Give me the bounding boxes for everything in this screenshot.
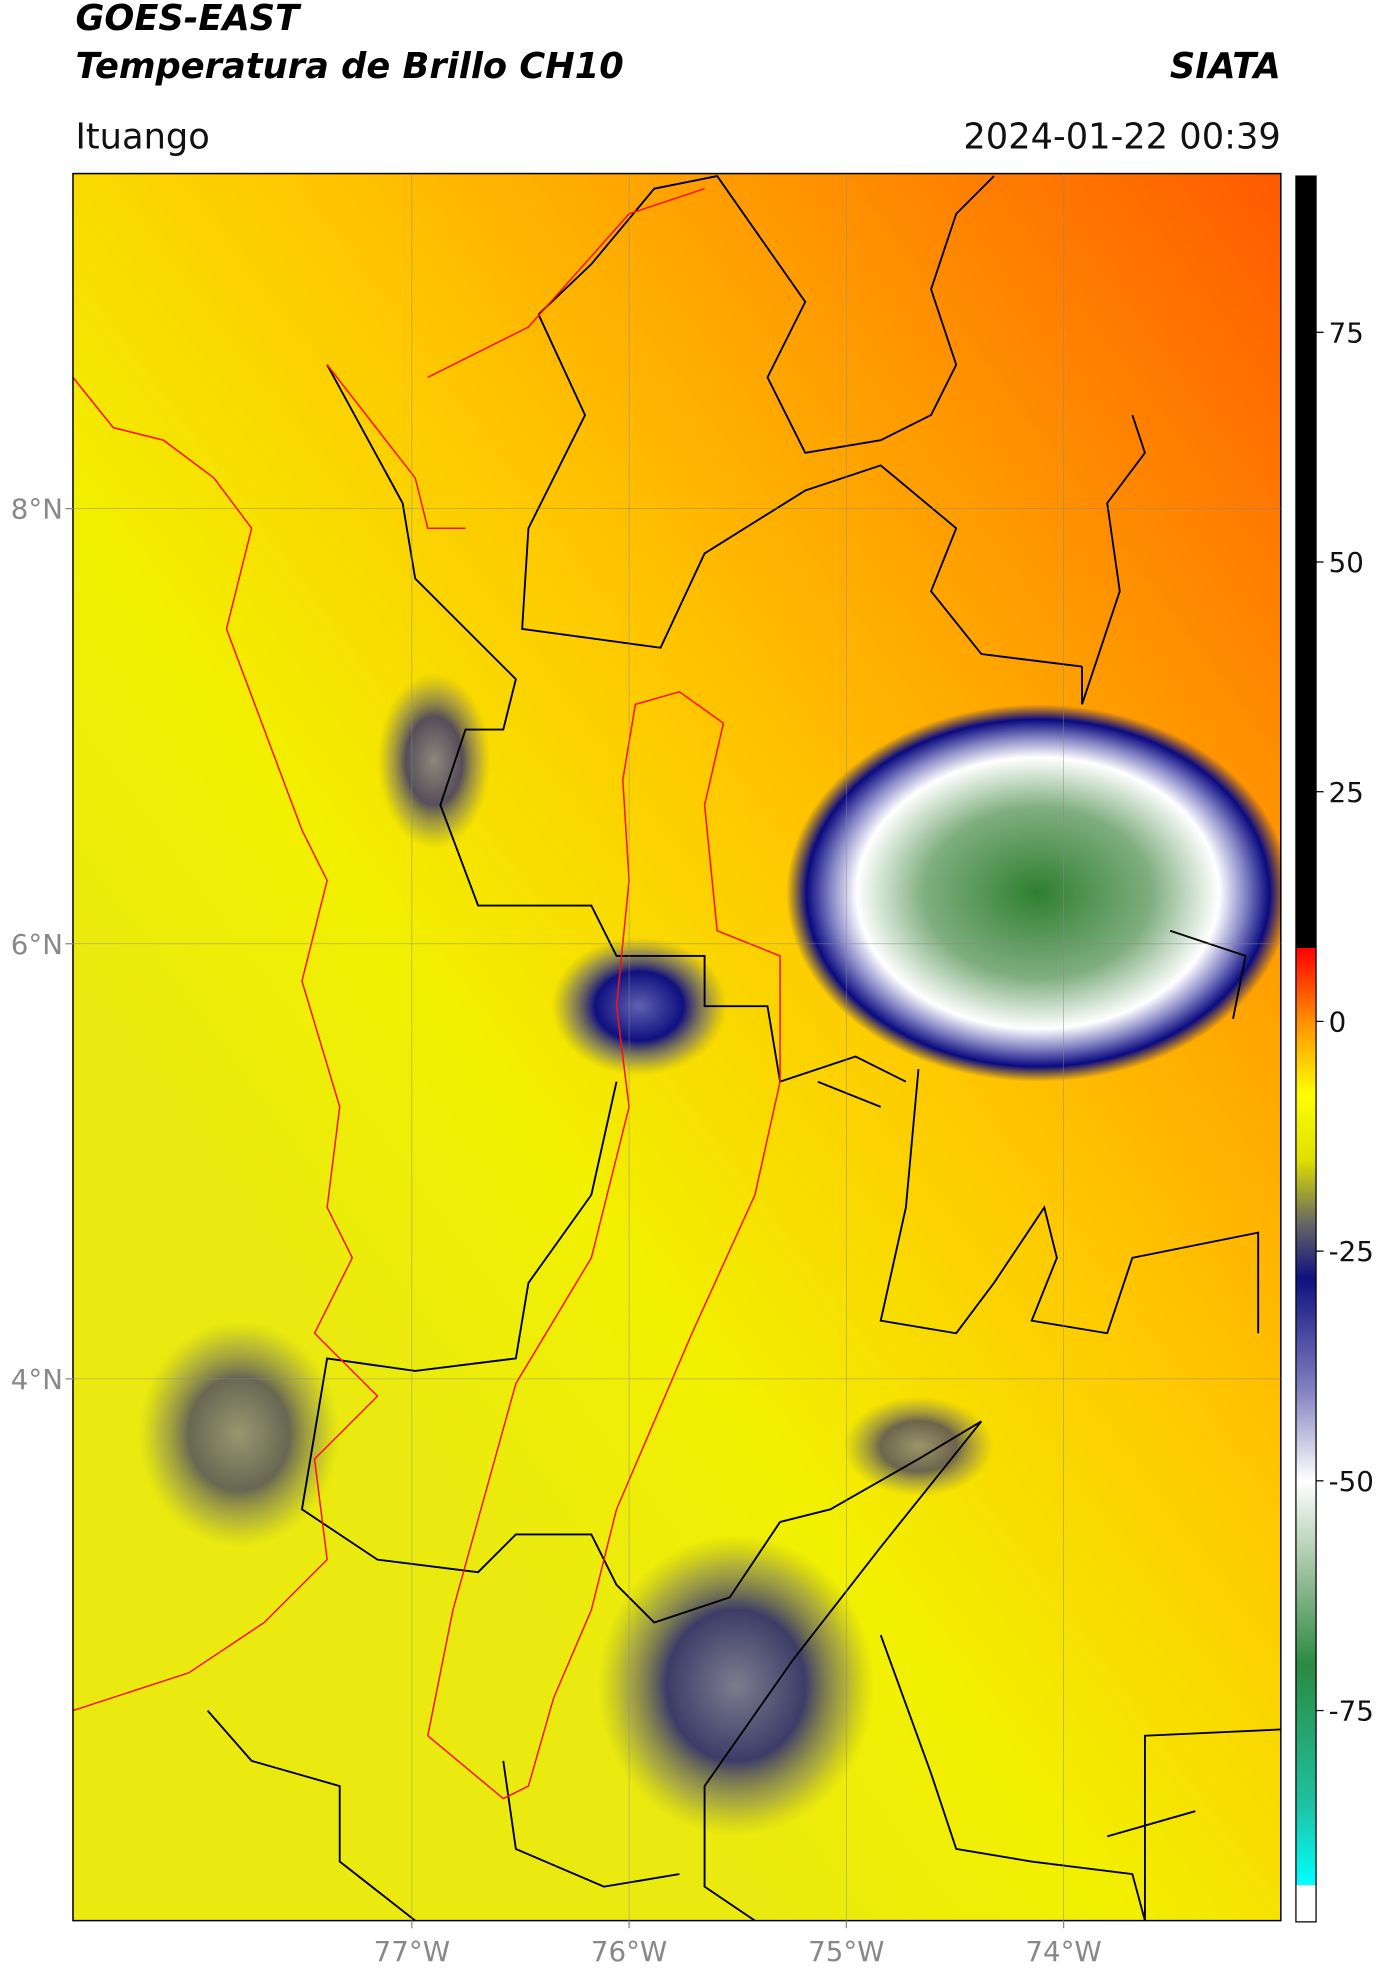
cloud-cell (842, 1396, 994, 1497)
map-frame (72, 172, 1282, 1922)
map-area (72, 173, 1281, 1921)
colorbar-tick-label: 75 (1329, 316, 1364, 349)
colorbar-tick-label: 0 (1329, 1005, 1347, 1038)
y-tick-label: 4°N (11, 1363, 63, 1396)
y-tick-label: 6°N (11, 928, 63, 961)
y-tick-label: 8°N (11, 493, 63, 526)
admin-borders (206, 175, 1281, 1921)
agency: SIATA (1170, 46, 1281, 87)
x-tick-label: 77°W (374, 1935, 450, 1968)
title: GOES-EAST (75, 0, 302, 39)
cloud-cell (597, 1534, 875, 1837)
x-tick-label: 74°W (1025, 1935, 1101, 1968)
cloud-cell (138, 1320, 340, 1548)
datetime: 2024-01-22 00:39 (963, 116, 1280, 157)
location: Ituango (75, 116, 209, 157)
storm-cloud (786, 704, 1281, 1082)
x-tick-label: 76°W (591, 1935, 667, 1968)
colorbar-tick-label: -75 (1329, 1695, 1374, 1728)
colorbar-tick-label: 50 (1329, 546, 1364, 579)
colorbar-tick-label: -50 (1329, 1465, 1374, 1498)
coastline-river (72, 187, 781, 1800)
colorbar-tick-label: -25 (1329, 1235, 1374, 1268)
colorbar (1295, 175, 1317, 1923)
subtitle: Temperatura de Brillo CH10 (75, 46, 623, 87)
cloud-cell (377, 672, 491, 849)
cloud-cell (551, 937, 728, 1076)
x-tick-label: 75°W (808, 1935, 884, 1968)
colorbar-tick-label: 25 (1329, 776, 1364, 809)
